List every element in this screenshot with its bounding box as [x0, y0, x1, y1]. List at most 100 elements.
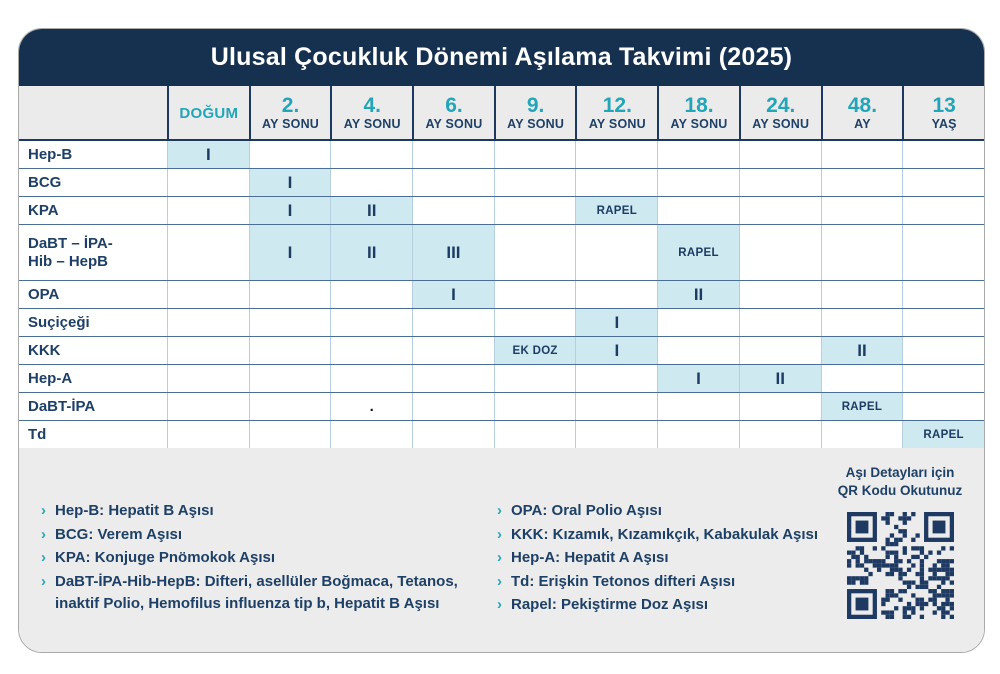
header-cell-1: 2. AY SONU — [248, 86, 331, 139]
schedule-cell: RAPEL — [902, 421, 984, 448]
schedule-cell: II — [657, 281, 739, 308]
schedule-cell — [167, 337, 249, 364]
qr-note: Aşı Detayları için QR Kodu Okutunuz — [824, 464, 976, 500]
chevron-right-icon: › — [497, 596, 502, 613]
schedule-cell — [248, 365, 331, 392]
schedule-cell — [902, 225, 984, 280]
schedule-cell — [248, 337, 331, 364]
qr-block: Aşı Detayları için QR Kodu Okutunuz — [824, 464, 976, 624]
schedule-cell — [167, 197, 249, 224]
schedule-cell — [657, 141, 739, 168]
schedule-cell — [820, 225, 903, 280]
header-cell-6: 18. AY SONU — [657, 86, 739, 139]
chevron-right-icon: › — [41, 502, 46, 519]
qr-code-icon — [846, 512, 954, 620]
schedule-cell — [248, 393, 331, 420]
header-cell-4: 9. AY SONU — [493, 86, 576, 139]
schedule-cell — [493, 309, 576, 336]
legend-item: › Hep-A: Hepatit A Aşısı — [497, 547, 833, 570]
row-label: Suçiçeği — [28, 313, 90, 331]
legend-item-text: KPA: Konjuge Pnömokok Aşısı — [55, 549, 276, 566]
schedule-cell: . — [330, 393, 412, 420]
chevron-right-icon: › — [41, 525, 46, 543]
schedule-cell — [493, 169, 576, 196]
table-row: DaBT – İPA- Hib – HepB I II III RAPEL — [19, 225, 984, 281]
schedule-cell — [493, 141, 576, 168]
schedule-cell: II — [330, 225, 413, 280]
chevron-right-icon: › — [497, 572, 502, 590]
schedule-cell: II — [330, 197, 413, 224]
schedule-cell — [412, 393, 494, 420]
chevron-right-icon: › — [497, 549, 502, 566]
row-label: DaBT-İPA — [28, 397, 96, 415]
qr-note-line2: QR Kodu Okutunuz — [837, 483, 963, 499]
schedule-cell — [412, 169, 494, 196]
schedule-cell — [902, 337, 984, 364]
legend-item: › DaBT-İPA-Hib-HepB: Difteri, asellüler B… — [41, 571, 491, 616]
schedule-cell — [575, 141, 657, 168]
schedule-cell — [167, 421, 249, 448]
table-row: KPA I II RAPEL — [19, 197, 984, 225]
schedule-cell — [412, 365, 494, 392]
schedule-cell: I — [575, 309, 658, 336]
table-row: KKK EK DOZ I II — [19, 337, 984, 365]
schedule-cell — [738, 197, 821, 224]
schedule-cell — [412, 197, 494, 224]
schedule-cell — [248, 141, 331, 168]
row-label: KPA — [28, 201, 59, 219]
schedule-cell — [820, 169, 903, 196]
schedule-cell — [330, 421, 412, 448]
table-row: Hep-A I II — [19, 365, 984, 393]
table-body: Hep-B I BCG I KPA I II RAPEL DaBT – İPA- Hib – H… — [19, 141, 984, 449]
schedule-cell — [167, 169, 249, 196]
schedule-cell: I — [248, 197, 331, 224]
schedule-cell: II — [738, 365, 821, 392]
schedule-cell — [248, 281, 331, 308]
header-cell-2: 4. AY SONU — [330, 86, 412, 139]
schedule-cell — [167, 393, 249, 420]
legend-area: › Hep-B: Hepatit B Aşısı › BCG: Verem Aşısı… — [19, 448, 984, 652]
chevron-right-icon: › — [41, 549, 46, 566]
schedule-cell — [738, 141, 821, 168]
header-cell-8: 48. AY — [820, 86, 903, 139]
legend-item: › OPA: Oral Polio Aşısı — [497, 500, 833, 523]
schedule-cell: II — [820, 337, 903, 364]
schedule-cell — [167, 225, 249, 280]
title-bar: Ulusal Çocukluk Dönemi Aşılama Takvimi (… — [19, 29, 984, 86]
table-row: Suçiçeği I — [19, 309, 984, 337]
schedule-cell — [575, 281, 657, 308]
legend-item: › KPA: Konjuge Pnömokok Aşısı — [41, 547, 491, 570]
schedule-cell — [493, 197, 576, 224]
schedule-cell — [493, 421, 576, 448]
schedule-cell — [330, 337, 412, 364]
header-cell-3: 6. AY SONU — [412, 86, 494, 139]
schedule-cell — [248, 309, 331, 336]
schedule-cell: RAPEL — [575, 197, 658, 224]
schedule-cell — [493, 281, 576, 308]
legend-item-text: Rapel: Pekiştirme Doz Aşısı — [511, 596, 709, 613]
schedule-cell: I — [657, 365, 739, 392]
schedule-cell — [412, 337, 494, 364]
schedule-cell — [657, 197, 739, 224]
schedule-cell — [902, 393, 984, 420]
schedule-cell — [902, 169, 984, 196]
chevron-right-icon: › — [41, 572, 46, 590]
schedule-cell — [330, 141, 412, 168]
schedule-cell — [657, 169, 739, 196]
schedule-cell — [493, 225, 576, 280]
page-title: Ulusal Çocukluk Dönemi Aşılama Takvimi (… — [210, 43, 793, 71]
schedule-cell — [167, 365, 249, 392]
legend-item-text: DaBT-İPA-Hib-HepB: Difteri, asellüler Bo… — [55, 572, 458, 613]
row-label: Hep-B — [28, 145, 73, 163]
schedule-cell — [738, 337, 821, 364]
table-row: OPA I II — [19, 281, 984, 309]
legend-item: › Td: Erişkin Tetonos difteri Aşısı — [497, 571, 833, 594]
schedule-cell: EK DOZ — [493, 337, 576, 364]
schedule-cell — [575, 225, 657, 280]
qr-note-line1: Aşı Detayları için — [845, 465, 955, 480]
table-row: DaBT-İPA. RAPEL — [19, 393, 984, 421]
schedule-cell — [820, 197, 903, 224]
schedule-cell — [820, 309, 903, 336]
schedule-cell: I — [248, 169, 331, 196]
schedule-cell — [820, 365, 903, 392]
